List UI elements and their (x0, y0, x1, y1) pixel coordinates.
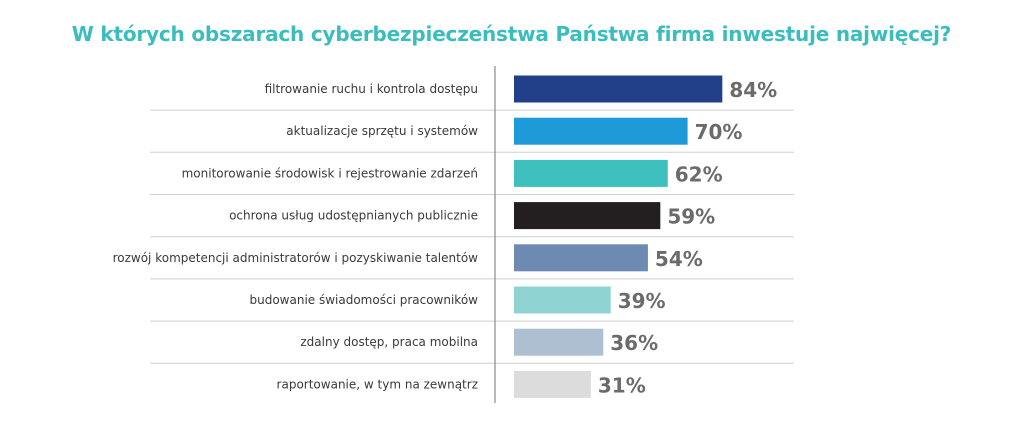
value-labels: 84% 70% 62% 59% 54% 39% 36% 31% (598, 78, 777, 397)
category-label: aktualizacje sprzętu i systemów (286, 124, 478, 138)
bar (514, 159, 668, 187)
chart-title: W których obszarach cyberbezpieczeństwa … (71, 22, 952, 46)
category-label: zdalny dostęp, praca mobilna (300, 335, 478, 349)
value-label: 70% (695, 120, 743, 144)
bar (514, 370, 591, 398)
value-label: 31% (598, 373, 646, 397)
bar (514, 75, 723, 103)
category-label: monitorowanie środowisk i rejestrowanie … (182, 166, 478, 180)
bars (514, 75, 723, 398)
value-label: 39% (618, 289, 666, 313)
bar (514, 117, 688, 145)
category-label: raportowanie, w tym na zewnątrz (277, 377, 478, 391)
category-label: filtrowanie ruchu i kontrola dostępu (265, 82, 478, 96)
value-label: 59% (667, 205, 715, 229)
category-label: ochrona usług udostępnianych publicznie (229, 209, 478, 223)
category-label: budowanie świadomości pracowników (249, 293, 478, 307)
bar (514, 244, 648, 272)
bar (514, 286, 611, 314)
row-separators (150, 109, 794, 364)
bar (514, 202, 661, 230)
bar (514, 328, 604, 356)
value-label: 84% (729, 78, 777, 102)
value-label: 36% (610, 331, 658, 355)
value-label: 62% (675, 162, 723, 186)
category-label: rozwój kompetencji administratorów i poz… (113, 251, 479, 265)
category-labels: filtrowanie ruchu i kontrola dostępu aktu… (113, 82, 479, 391)
value-label: 54% (655, 247, 703, 271)
